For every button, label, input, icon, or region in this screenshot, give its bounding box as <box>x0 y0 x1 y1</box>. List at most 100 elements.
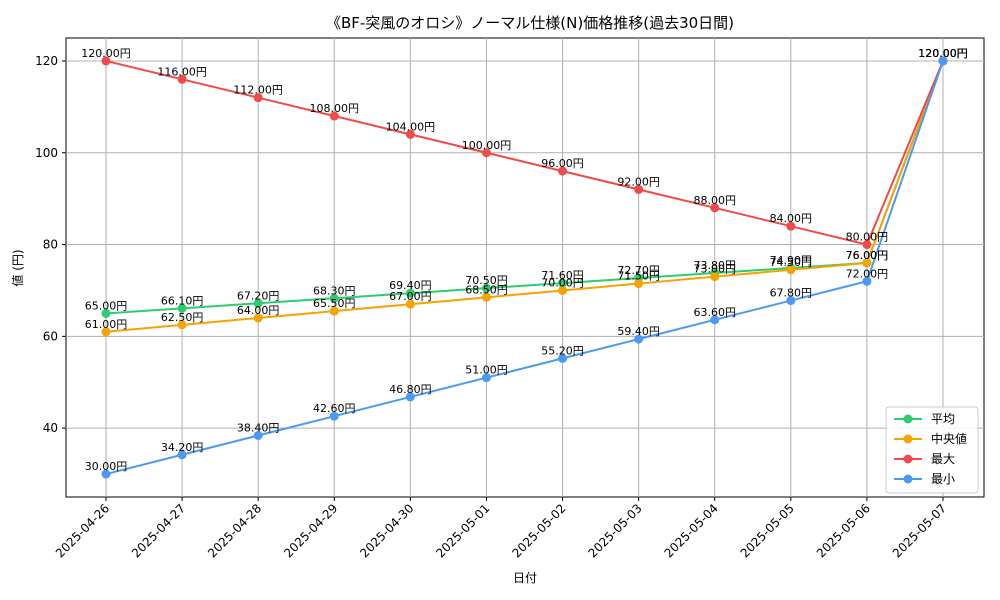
data-point <box>253 313 263 323</box>
data-point <box>253 298 263 308</box>
x-tick-label: 2025-04-28 <box>205 501 264 560</box>
data-point <box>101 469 111 479</box>
legend-box <box>885 406 979 494</box>
data-point <box>786 296 796 306</box>
data-point <box>938 56 948 66</box>
data-point <box>253 430 263 440</box>
data-label: 51.00円 <box>465 364 508 377</box>
data-label: 120.00円 <box>918 47 968 60</box>
data-point <box>481 148 491 158</box>
data-label: 67.20円 <box>237 289 280 302</box>
data-point <box>710 203 720 213</box>
data-point <box>177 74 187 84</box>
data-point <box>862 276 872 286</box>
data-label: 116.00円 <box>157 65 207 78</box>
data-label: 55.20円 <box>541 344 584 357</box>
data-point <box>634 184 644 194</box>
data-point <box>405 392 415 402</box>
data-point <box>786 221 796 231</box>
data-label: 65.00円 <box>85 299 128 312</box>
data-label: 112.00円 <box>233 84 283 97</box>
data-point <box>634 334 644 344</box>
data-label: 72.00円 <box>846 267 889 280</box>
data-label: 120.00円 <box>918 47 968 60</box>
data-label: 64.00円 <box>237 304 280 317</box>
data-label: 76.00円 <box>846 249 889 262</box>
y-tick-label: 100 <box>35 146 58 160</box>
x-tick-label: 2025-04-26 <box>53 501 112 560</box>
data-label: 104.00円 <box>386 120 436 133</box>
data-point <box>481 292 491 302</box>
data-label: 59.40円 <box>617 325 660 338</box>
data-point <box>481 373 491 383</box>
series-layer <box>101 56 948 479</box>
chart-title: 《BF-突風のオロシ》ノーマル仕様(N)価格推移(過去30日間) <box>326 14 734 32</box>
data-label: 34.20円 <box>161 441 204 454</box>
data-label: 80.00円 <box>846 231 889 244</box>
legend-label: 平均 <box>931 412 955 426</box>
data-label: 67.80円 <box>770 287 813 300</box>
data-point <box>558 285 568 295</box>
series-line <box>105 59 944 246</box>
legend-marker <box>903 434 913 444</box>
data-label: 68.50円 <box>465 283 508 296</box>
x-tick-label: 2025-04-27 <box>129 501 188 560</box>
data-label: 72.70円 <box>617 264 660 277</box>
data-point <box>405 299 415 309</box>
data-point <box>329 111 339 121</box>
data-point <box>786 265 796 275</box>
x-tick-label: 2025-04-29 <box>281 501 340 560</box>
data-label: 74.50円 <box>770 256 813 269</box>
data-point <box>405 129 415 139</box>
y-axis-label: 値 (円) <box>10 249 25 286</box>
series-line <box>105 60 944 333</box>
data-label: 73.00円 <box>693 263 736 276</box>
data-point <box>481 283 491 293</box>
x-tick-label: 2025-05-07 <box>890 501 949 560</box>
data-point <box>253 93 263 103</box>
data-label: 46.80円 <box>389 383 432 396</box>
data-point <box>101 56 111 66</box>
y-tick-label: 60 <box>43 329 58 343</box>
data-label: 74.90円 <box>770 254 813 267</box>
x-tick-label: 2025-05-03 <box>586 501 645 560</box>
data-label: 69.40円 <box>389 279 432 292</box>
data-label: 108.00円 <box>310 102 360 115</box>
data-label: 62.50円 <box>161 311 204 324</box>
data-label: 71.60円 <box>541 269 584 282</box>
data-point <box>101 308 111 318</box>
legend-marker <box>903 454 913 464</box>
series-line <box>105 60 944 476</box>
y-tick-label: 40 <box>43 421 58 435</box>
data-label: 70.50円 <box>465 274 508 287</box>
data-label: 120.00円 <box>918 47 968 60</box>
data-label: 96.00円 <box>541 157 584 170</box>
data-label: 63.60円 <box>693 306 736 319</box>
data-label: 88.00円 <box>693 194 736 207</box>
x-tick-label: 2025-05-05 <box>738 501 797 560</box>
data-label: 100.00円 <box>462 139 512 152</box>
data-label: 120.00円 <box>81 47 131 60</box>
data-label: 38.40円 <box>237 421 280 434</box>
data-label: 70.00円 <box>541 276 584 289</box>
x-tick-label: 2025-04-30 <box>357 501 416 560</box>
y-tick-label: 80 <box>43 238 58 252</box>
legend-marker <box>903 474 913 484</box>
x-tick-label: 2025-05-06 <box>814 501 873 560</box>
x-tick-label: 2025-05-04 <box>662 501 721 560</box>
data-label: 120.00円 <box>918 47 968 60</box>
y-tick-label: 120 <box>35 54 58 68</box>
x-tick-label: 2025-05-01 <box>433 501 492 560</box>
data-label: 71.50円 <box>617 270 660 283</box>
data-label: 65.50円 <box>313 297 356 310</box>
data-point <box>710 315 720 325</box>
data-point <box>862 240 872 250</box>
label-layer: 65.00円 66.10円 67.20円 68.30円 69.40円 70.50円 71.6… <box>81 47 968 473</box>
data-point <box>329 306 339 316</box>
data-point <box>329 293 339 303</box>
data-point <box>558 166 568 176</box>
data-point <box>177 303 187 313</box>
legend-marker <box>903 414 913 424</box>
